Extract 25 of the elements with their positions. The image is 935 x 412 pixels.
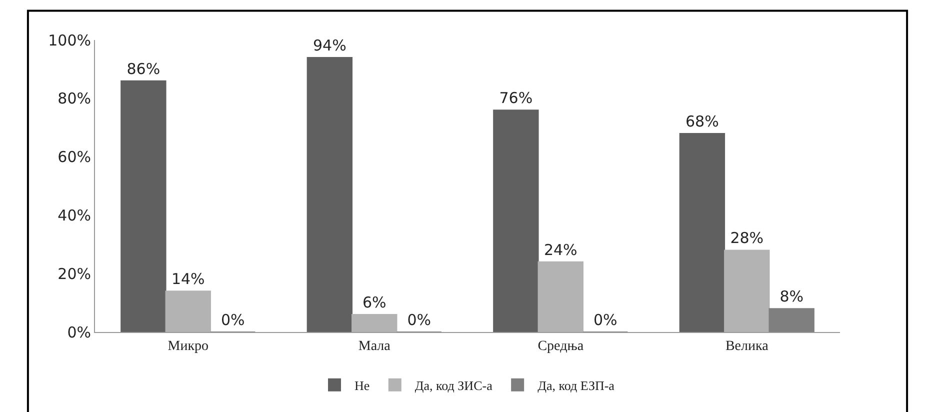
x-tick-label: Средња xyxy=(538,338,584,354)
y-tick-label: 60% xyxy=(58,148,91,166)
data-label: 94% xyxy=(313,36,346,55)
data-label: 24% xyxy=(544,240,578,259)
legend-label: Да, код ЗИС-а xyxy=(414,378,493,393)
data-label: 68% xyxy=(686,112,719,130)
y-tick-label: 100% xyxy=(48,31,91,50)
data-label: 28% xyxy=(730,229,764,248)
x-tick-label: Мала xyxy=(358,338,392,354)
data-label: 6% xyxy=(362,293,386,312)
y-tick-label: 80% xyxy=(58,90,91,108)
legend-label: Не xyxy=(354,378,370,393)
data-label: 8% xyxy=(780,288,804,306)
y-tick-label: 40% xyxy=(58,206,91,224)
legend-label: Да, код ЕЗП-а xyxy=(538,378,615,393)
y-tick-label: 0% xyxy=(67,323,91,342)
x-tick-label: Велика xyxy=(725,338,770,354)
y-tick-label: 20% xyxy=(58,264,91,283)
data-label: 0% xyxy=(593,311,618,329)
data-label: 14% xyxy=(171,270,205,288)
data-label: 76% xyxy=(499,89,533,108)
data-label: 86% xyxy=(126,60,160,78)
data-label: 0% xyxy=(220,311,245,329)
data-label: 0% xyxy=(407,311,431,329)
x-tick-label: Микро xyxy=(168,338,209,354)
